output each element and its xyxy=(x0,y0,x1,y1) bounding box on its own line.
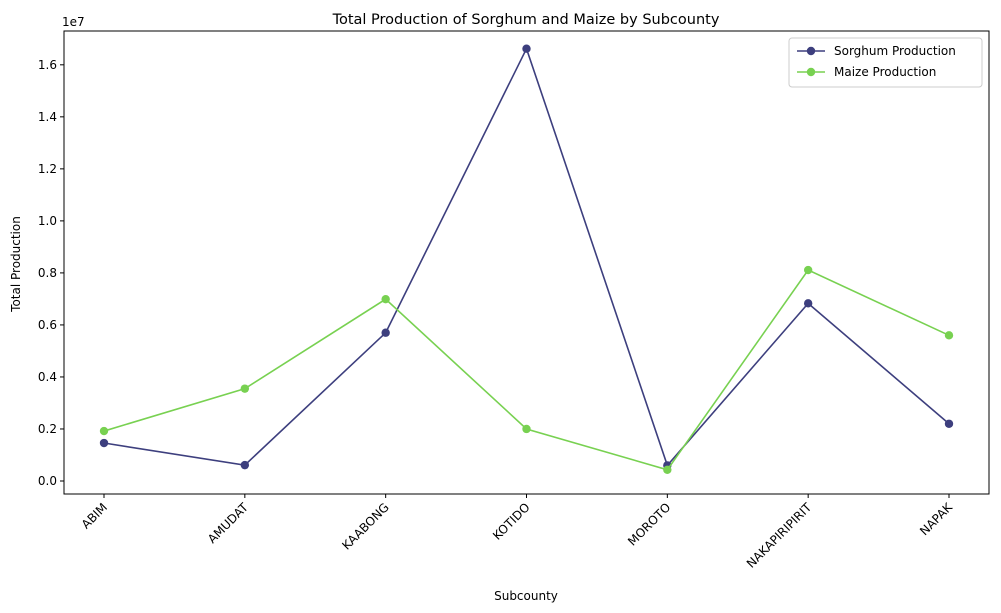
y-tick-label: 0.0 xyxy=(38,474,57,488)
data-point xyxy=(99,426,109,436)
legend-swatch-marker xyxy=(806,67,816,77)
series-line-2 xyxy=(103,269,950,471)
data-point xyxy=(381,328,390,337)
x-tick-label: NAKAPIRIPIRIT xyxy=(744,500,815,571)
legend-label: Maize Production xyxy=(834,65,936,79)
data-point xyxy=(240,460,250,470)
legend-label: Sorghum Production xyxy=(834,44,956,58)
plot-frame xyxy=(63,30,990,495)
series-line-1 xyxy=(103,46,950,467)
data-point xyxy=(522,44,531,53)
y-tick-label: 1.0 xyxy=(38,214,57,228)
y-axis-title: Total Production xyxy=(9,216,23,313)
x-axis-title: Subcounty xyxy=(494,589,558,603)
y-tick-label: 1.4 xyxy=(38,110,57,124)
y-tick-label: 0.8 xyxy=(38,266,57,280)
legend: Sorghum Production Maize Production xyxy=(788,37,983,88)
data-point xyxy=(944,419,954,428)
legend-swatch-marker xyxy=(806,46,816,56)
x-tick-label: NAPAK xyxy=(917,499,956,538)
data-point xyxy=(803,299,813,308)
y-tick-label: 0.6 xyxy=(38,318,57,332)
data-point xyxy=(381,294,390,304)
y-offset-label: 1e7 xyxy=(62,15,85,29)
y-tick-label: 1.6 xyxy=(38,58,57,72)
y-tick-label: 0.4 xyxy=(38,370,57,384)
x-tick-label: AMUDAT xyxy=(205,500,251,546)
data-point xyxy=(240,384,250,393)
x-tick-label: MOROTO xyxy=(625,500,673,548)
x-tick-label: KAABONG xyxy=(339,500,391,552)
x-tick-label: ABIM xyxy=(79,500,110,531)
data-point xyxy=(944,331,954,340)
data-point xyxy=(99,438,109,448)
y-tick-label: 0.2 xyxy=(38,422,57,436)
data-point xyxy=(663,465,672,475)
legend-box xyxy=(788,37,983,88)
chart-title: Total Production of Sorghum and Maize by… xyxy=(332,12,720,28)
plot-area: 0.0 0.2 0.4 0.6 0.8 1.0 1.2 1.4 1.6 ABIM AMUDAT KAA… xyxy=(38,30,990,571)
y-tick-label: 1.2 xyxy=(38,162,57,176)
data-point xyxy=(522,424,531,434)
data-point xyxy=(803,265,813,275)
x-tick-label: KOTIDO xyxy=(490,500,533,543)
